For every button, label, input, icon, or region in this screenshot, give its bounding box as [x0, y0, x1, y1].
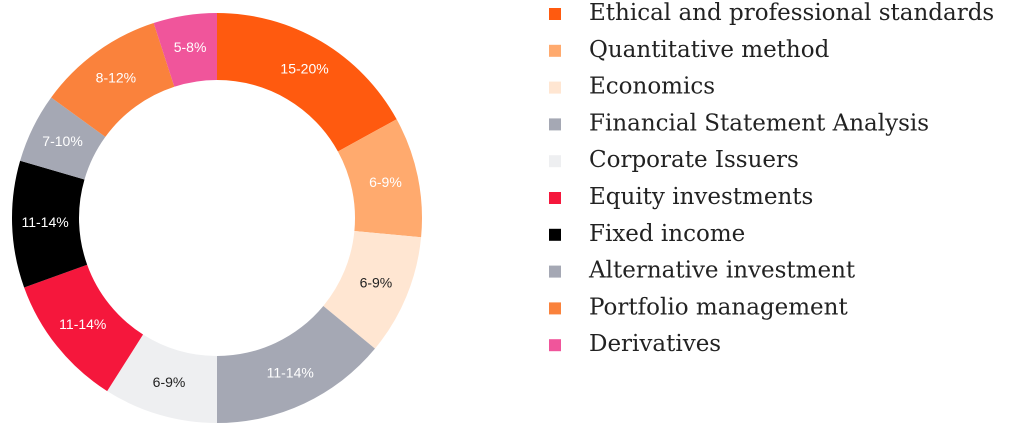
donut-segment	[337, 119, 422, 238]
legend-label: Corporate Issuers	[589, 147, 799, 173]
data-label: 11-14%	[59, 316, 106, 332]
legend-label: Alternative investment	[588, 258, 856, 284]
legend-swatch	[549, 228, 561, 241]
data-label: 11-14%	[267, 364, 314, 380]
legend-swatch	[549, 302, 561, 315]
legend-swatch	[549, 118, 561, 131]
legend-label: Financial Statement Analysis	[589, 110, 929, 136]
data-label: 8-12%	[96, 70, 136, 86]
legend-swatch	[549, 339, 561, 352]
data-label: 15-20%	[280, 61, 328, 77]
donut-segment	[323, 230, 422, 349]
donut-segment	[20, 97, 106, 180]
legend-label: Ethical and professional standards	[589, 0, 994, 26]
data-label: 5-8%	[174, 39, 207, 55]
donut-segment	[217, 13, 397, 152]
data-label: 11-14%	[21, 214, 68, 230]
legend-label: Economics	[589, 74, 715, 100]
legend-label: Fixed income	[589, 221, 745, 247]
data-label: 7-10%	[42, 133, 82, 149]
data-label: 6-9%	[369, 174, 402, 190]
donut-segment	[24, 264, 144, 392]
legend-label: Quantitative method	[589, 37, 830, 63]
legend-swatch	[549, 81, 561, 94]
legend-swatch	[549, 265, 561, 278]
donut-segment	[51, 23, 175, 137]
legend-label: Equity investments	[589, 184, 813, 210]
legend-label: Derivatives	[589, 331, 721, 357]
donut-segment	[11, 160, 88, 288]
legend-swatch	[549, 8, 561, 20]
donut-segment	[153, 13, 217, 87]
donut-segment	[107, 334, 217, 423]
legend-swatch	[549, 192, 561, 204]
legend-label: Portfolio management	[589, 294, 848, 320]
legend-swatch	[549, 155, 561, 168]
data-label: 6-9%	[360, 275, 393, 291]
donut-segment	[217, 305, 375, 423]
data-label: 6-9%	[153, 374, 186, 390]
legend-swatch	[549, 44, 561, 57]
